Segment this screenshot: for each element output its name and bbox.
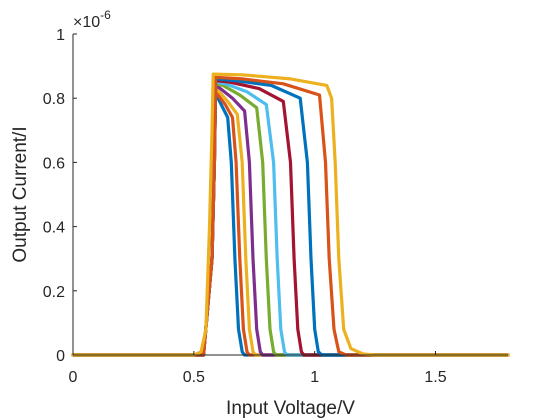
series-line-8 xyxy=(71,77,510,357)
series-line-4 xyxy=(71,83,510,357)
series-group xyxy=(71,72,510,357)
y-tick-label: 0.6 xyxy=(43,155,65,172)
series-line-6 xyxy=(71,80,510,357)
series-line-5 xyxy=(71,82,510,357)
x-tick-label: 1.5 xyxy=(424,369,446,386)
x-axis-label: Input Voltage/V xyxy=(226,398,355,419)
y-axis-exponent-power: -6 xyxy=(100,8,111,22)
y-axis-exponent-base: ×10 xyxy=(73,14,100,31)
x-tick-label: 0.5 xyxy=(183,369,205,386)
y-tick-label: 0.2 xyxy=(43,284,65,301)
x-ticks: 0 0.5 1 1.5 xyxy=(69,351,447,386)
x-tick-label: 1 xyxy=(310,369,319,386)
series-line-9 xyxy=(71,75,510,357)
y-ticks: 0 0.2 0.4 0.6 0.8 1 xyxy=(43,27,77,365)
y-tick-label: 0 xyxy=(56,348,65,365)
y-tick-label: 0.8 xyxy=(43,91,65,108)
series-line-1 xyxy=(71,90,510,357)
y-tick-label: 0.4 xyxy=(43,220,65,237)
series-line-2 xyxy=(71,87,510,357)
y-tick-label: 1 xyxy=(56,27,65,44)
y-axis-exponent: ×10-6 xyxy=(73,8,111,31)
series-line-3 xyxy=(71,87,510,357)
series-line-10 xyxy=(71,72,510,357)
x-tick-label: 0 xyxy=(69,369,78,386)
series-line-7 xyxy=(71,78,510,357)
y-axis-label: Output Current/I xyxy=(10,126,31,262)
